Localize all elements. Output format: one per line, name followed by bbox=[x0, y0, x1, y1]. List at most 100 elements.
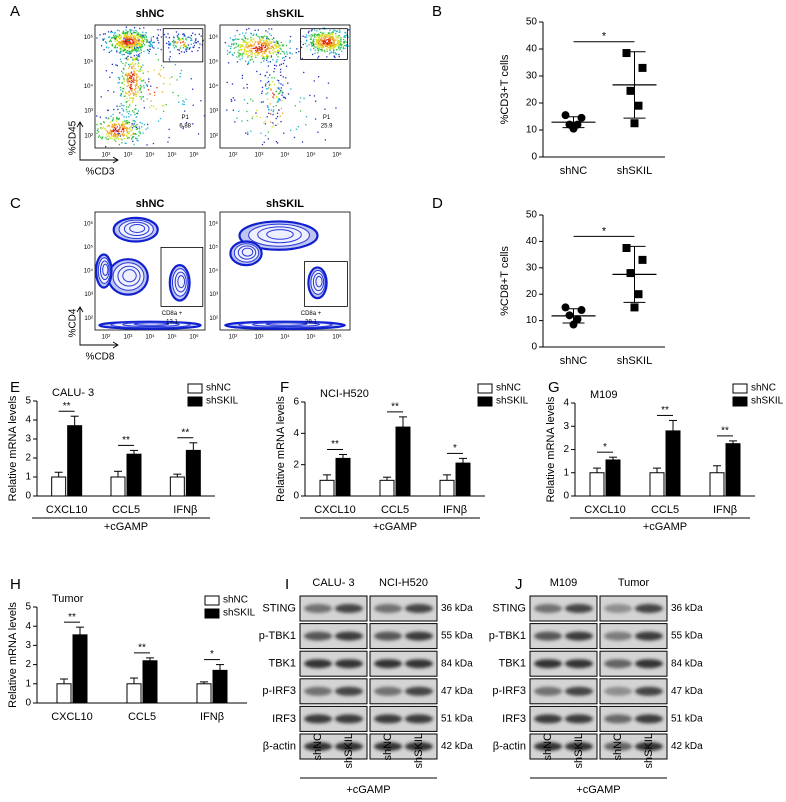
event-dot bbox=[126, 74, 128, 76]
event-dot bbox=[261, 55, 263, 57]
event-dot bbox=[133, 73, 135, 75]
event-dot bbox=[259, 52, 261, 54]
event-dot bbox=[335, 35, 337, 37]
event-dot bbox=[128, 132, 130, 134]
event-dot bbox=[270, 55, 272, 57]
y-tick-label: 4 bbox=[563, 398, 569, 409]
event-dot bbox=[308, 44, 310, 46]
event-dot bbox=[180, 51, 183, 53]
event-dot bbox=[159, 69, 162, 71]
event-dot bbox=[239, 58, 241, 61]
event-dot bbox=[121, 133, 123, 135]
event-dot bbox=[321, 40, 324, 42]
event-dot bbox=[124, 57, 126, 60]
event-dot bbox=[147, 49, 149, 51]
blot-band bbox=[374, 714, 403, 724]
event-dot bbox=[127, 46, 129, 48]
event-dot bbox=[118, 35, 120, 38]
event-dot bbox=[256, 109, 258, 112]
event-dot bbox=[228, 62, 230, 64]
event-dot bbox=[111, 138, 113, 140]
bar bbox=[185, 449, 201, 497]
event-dot bbox=[116, 134, 118, 136]
event-dot bbox=[104, 127, 106, 130]
event-dot bbox=[330, 36, 333, 38]
event-dot bbox=[266, 54, 268, 56]
data-point bbox=[622, 49, 631, 58]
event-dot bbox=[146, 144, 148, 146]
event-dot bbox=[102, 136, 104, 138]
significance-label: * bbox=[602, 31, 607, 43]
event-dot bbox=[203, 115, 206, 117]
event-dot bbox=[139, 87, 142, 89]
event-dot bbox=[177, 41, 179, 43]
event-dot bbox=[116, 135, 118, 138]
event-dot bbox=[135, 41, 137, 43]
event-dot bbox=[178, 49, 180, 51]
event-dot bbox=[296, 48, 298, 50]
event-dot bbox=[115, 34, 117, 36]
event-dot bbox=[252, 115, 254, 118]
data-point bbox=[577, 113, 586, 122]
event-dot bbox=[122, 45, 124, 48]
event-dot bbox=[321, 46, 323, 49]
event-dot bbox=[280, 87, 282, 89]
y-tick-label: 10² bbox=[209, 133, 218, 139]
event-dot bbox=[117, 36, 119, 39]
event-dot bbox=[113, 133, 116, 136]
event-dot bbox=[125, 37, 127, 39]
event-dot bbox=[123, 87, 125, 90]
event-dot bbox=[177, 38, 179, 40]
event-dot bbox=[335, 30, 338, 33]
event-dot bbox=[122, 31, 124, 34]
event-dot bbox=[111, 49, 113, 52]
event-dot bbox=[129, 126, 131, 128]
x-tick-label: shNC bbox=[560, 165, 588, 177]
event-dot bbox=[142, 80, 144, 82]
event-dot bbox=[346, 44, 348, 46]
event-dot bbox=[134, 68, 136, 70]
event-dot bbox=[133, 42, 136, 44]
event-dot bbox=[277, 52, 279, 54]
event-dot bbox=[121, 41, 123, 43]
event-dot bbox=[119, 42, 121, 44]
event-dot bbox=[260, 42, 262, 44]
event-dot bbox=[114, 127, 116, 129]
bar bbox=[169, 476, 185, 497]
blot-band bbox=[534, 742, 563, 751]
event-dot bbox=[117, 129, 119, 131]
event-dot bbox=[255, 41, 257, 43]
event-dot bbox=[289, 47, 291, 49]
event-dot bbox=[263, 40, 265, 42]
event-dot bbox=[133, 55, 135, 57]
y-tick-label: 1 bbox=[25, 678, 31, 689]
x-tick-label: IFNβ bbox=[443, 504, 467, 516]
event-dot bbox=[234, 121, 236, 123]
event-dot bbox=[245, 43, 247, 46]
contour-ring bbox=[315, 275, 323, 288]
event-dot bbox=[131, 75, 133, 77]
event-dot bbox=[131, 46, 133, 48]
event-dot bbox=[136, 73, 138, 75]
event-dot bbox=[140, 126, 143, 128]
event-dot bbox=[141, 69, 143, 72]
event-dot bbox=[276, 79, 279, 81]
event-dot bbox=[125, 116, 128, 118]
protein-label: β-actin bbox=[493, 740, 526, 752]
event-dot bbox=[310, 42, 312, 44]
event-dot bbox=[135, 57, 137, 59]
event-dot bbox=[142, 96, 144, 98]
event-dot bbox=[106, 138, 108, 140]
group-label: NCI-H520 bbox=[379, 577, 428, 589]
event-dot bbox=[97, 136, 100, 138]
event-dot bbox=[117, 118, 119, 120]
event-dot bbox=[133, 133, 135, 135]
event-dot bbox=[182, 47, 185, 49]
event-dot bbox=[127, 58, 129, 60]
event-dot bbox=[314, 43, 316, 45]
event-dot bbox=[125, 34, 127, 36]
event-dot bbox=[317, 33, 320, 35]
event-dot bbox=[324, 108, 326, 110]
event-dot bbox=[129, 50, 132, 53]
event-dot bbox=[125, 123, 127, 125]
